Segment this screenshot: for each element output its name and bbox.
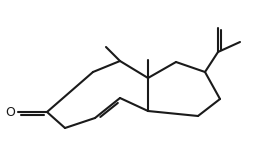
Text: O: O bbox=[5, 106, 15, 118]
